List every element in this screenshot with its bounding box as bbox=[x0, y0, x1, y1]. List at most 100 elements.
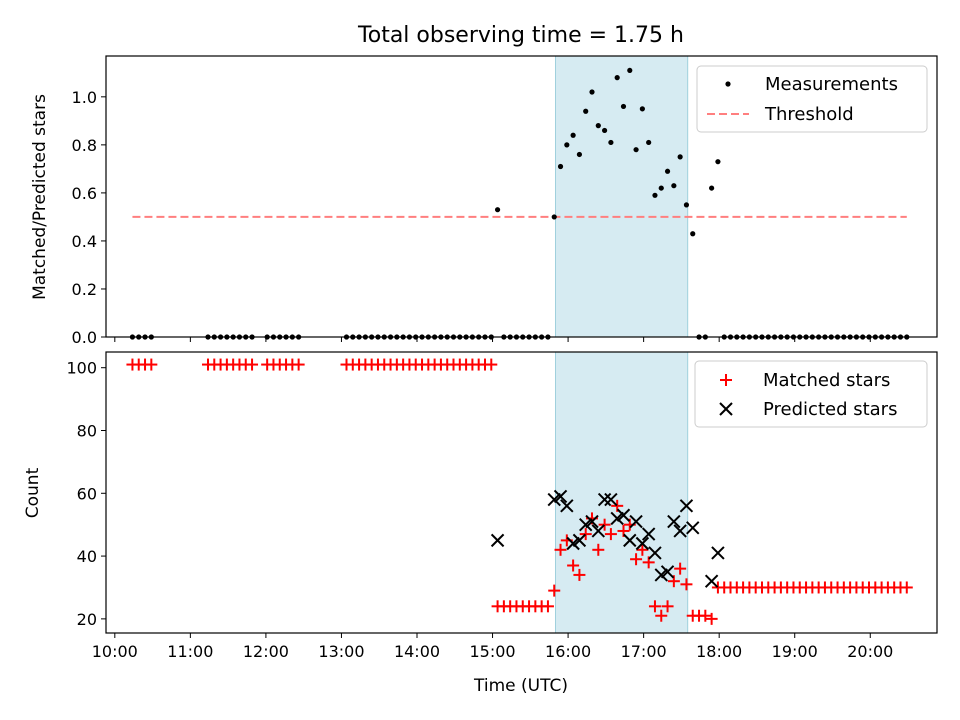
matched-star-point bbox=[246, 358, 259, 371]
measurement-point bbox=[633, 147, 639, 153]
predicted-star-point bbox=[711, 546, 725, 560]
measurement-point bbox=[627, 67, 633, 74]
predicted-star-point bbox=[686, 521, 700, 535]
y-tick-label: 0.4 bbox=[72, 232, 97, 251]
predicted-star-point bbox=[591, 524, 606, 538]
measurement-point bbox=[583, 108, 589, 114]
matched-star-point bbox=[648, 600, 661, 613]
measurement-point bbox=[614, 75, 620, 81]
matched-star-point bbox=[485, 358, 498, 371]
predicted-star-point bbox=[667, 514, 681, 529]
bottom-legend-box bbox=[694, 360, 928, 428]
predicted-star-point bbox=[704, 574, 719, 588]
measurement-point bbox=[551, 214, 557, 220]
x-tick-label: 17:00 bbox=[621, 642, 667, 661]
measurement-point bbox=[576, 151, 583, 158]
measurement-point bbox=[690, 231, 696, 237]
y-tick-label: 80 bbox=[77, 421, 97, 440]
bottom-legend: Matched stars Predicted stars bbox=[694, 360, 928, 428]
y-tick-label: 20 bbox=[77, 610, 97, 629]
legend-matched-marker bbox=[720, 374, 732, 386]
matched-star-point bbox=[604, 528, 617, 541]
measurement-point bbox=[595, 123, 601, 129]
matched-star-point bbox=[705, 612, 718, 625]
y-tick-label: 40 bbox=[77, 547, 97, 566]
x-tick-label: 13:00 bbox=[318, 642, 364, 661]
x-tick-label: 16:00 bbox=[545, 642, 591, 661]
x-tick-label: 10:00 bbox=[92, 642, 138, 661]
predicted-star-point bbox=[553, 489, 568, 504]
measurement-point bbox=[652, 192, 658, 198]
predicted-star-point bbox=[623, 533, 637, 548]
predicted-star-point bbox=[629, 514, 643, 529]
x-tick-label: 18:00 bbox=[696, 642, 742, 661]
matched-star-point bbox=[292, 358, 305, 371]
matched-star-point bbox=[554, 543, 567, 556]
y-tick-label: 1.0 bbox=[72, 88, 97, 107]
measurement-point bbox=[677, 154, 683, 160]
predicted-star-point bbox=[566, 536, 580, 551]
x-tick-label: 12:00 bbox=[243, 642, 289, 661]
predicted-star-point bbox=[579, 517, 593, 532]
predicted-star-point bbox=[648, 546, 662, 560]
x-tick-label: 15:00 bbox=[469, 642, 515, 661]
predicted-star-point bbox=[641, 527, 656, 541]
y-tick-label: 0.8 bbox=[72, 136, 97, 155]
measurement-point bbox=[620, 103, 627, 110]
bottom-x-ticks: 10:00 11:00 12:00 13:00 14:00 15:00 16:00 17:00… bbox=[92, 633, 893, 661]
bottom-panel: 20 40 60 80 100 10:00 11:00 12:00 13:00 14:00 15:… bbox=[23, 351, 938, 696]
legend-threshold-label: Threshold bbox=[764, 104, 854, 125]
predicted-star-point bbox=[673, 524, 687, 538]
measurement-point bbox=[671, 183, 677, 189]
bottom-series-layer bbox=[126, 352, 913, 633]
top-panel: 0.0 0.2 0.4 0.6 0.8 1.0 Total observing time … bbox=[30, 23, 938, 347]
matched-star-point bbox=[699, 609, 712, 622]
y-tick-label: 0.6 bbox=[72, 184, 97, 203]
predicted-star-point bbox=[635, 536, 650, 551]
predicted-star-point bbox=[679, 499, 694, 513]
matched-star-point bbox=[636, 543, 649, 556]
y-tick-label: 0.0 bbox=[72, 328, 97, 347]
top-legend-box bbox=[696, 65, 928, 133]
x-tick-label: 19:00 bbox=[772, 642, 818, 661]
measurement-point bbox=[494, 207, 501, 213]
predicted-star-point bbox=[616, 508, 631, 522]
bottom-y-axis-label: Count bbox=[23, 467, 43, 518]
measurement-point bbox=[683, 202, 690, 208]
matched-star-point bbox=[680, 578, 693, 591]
bottom-highlight-span bbox=[555, 352, 688, 633]
predicted-star-point bbox=[610, 511, 624, 526]
bottom-axes-frame bbox=[105, 351, 938, 634]
predicted-star-point bbox=[585, 514, 599, 529]
matched-star-point bbox=[655, 609, 668, 622]
predicted-star-point bbox=[604, 492, 618, 507]
top-x-ticks bbox=[114, 337, 871, 342]
y-tick-label: 60 bbox=[77, 484, 97, 503]
measurement-point bbox=[557, 163, 564, 170]
legend-predicted-label: Predicted stars bbox=[763, 399, 897, 420]
measurement-point bbox=[608, 139, 614, 146]
measurement-point bbox=[658, 185, 664, 191]
top-y-ticks: 0.0 0.2 0.4 0.6 0.8 1.0 bbox=[72, 88, 106, 347]
measurement-point bbox=[715, 159, 721, 165]
matched-star-point bbox=[900, 581, 913, 594]
legend-matched-label: Matched stars bbox=[763, 370, 890, 391]
matched-star-point bbox=[145, 358, 158, 371]
predicted-star-point bbox=[660, 565, 675, 579]
measurement-point bbox=[709, 185, 715, 191]
measurement-point bbox=[602, 127, 608, 134]
measurement-point bbox=[639, 106, 645, 112]
chart-title: Total observing time = 1.75 h bbox=[357, 23, 684, 48]
legend-measurements-label: Measurements bbox=[765, 74, 898, 95]
legend-measurements-marker bbox=[725, 81, 731, 87]
predicted-star-point bbox=[490, 533, 505, 548]
measurement-point bbox=[664, 168, 671, 174]
matched-star-point bbox=[548, 584, 561, 597]
predicted-star-point bbox=[654, 568, 668, 582]
matched-star-point bbox=[661, 600, 674, 613]
top-highlight-span bbox=[555, 56, 688, 337]
top-y-axis-label: Matched/Predicted stars bbox=[30, 94, 50, 300]
matched-star-point bbox=[592, 543, 605, 556]
matched-star-point bbox=[567, 559, 580, 572]
predicted-star-point bbox=[560, 499, 574, 513]
